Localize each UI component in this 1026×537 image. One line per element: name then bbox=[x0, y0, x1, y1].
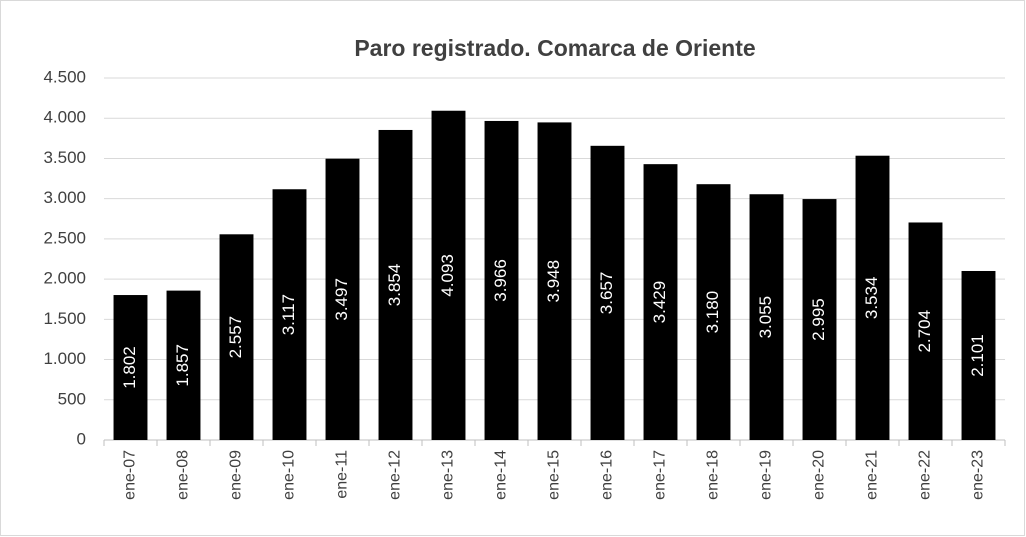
value-label: 3.657 bbox=[597, 272, 616, 315]
bar bbox=[590, 145, 625, 440]
value-label: 3.966 bbox=[491, 259, 510, 302]
value-label: 3.534 bbox=[862, 277, 881, 320]
x-tick-label: ene-12 bbox=[387, 450, 404, 500]
bar bbox=[696, 184, 731, 440]
y-tick-label: 500 bbox=[58, 389, 86, 408]
value-label: 3.180 bbox=[703, 291, 722, 334]
value-label: 3.497 bbox=[332, 278, 351, 321]
bar bbox=[219, 234, 254, 440]
x-tick-label: ene-21 bbox=[864, 450, 881, 500]
bar bbox=[961, 270, 996, 440]
x-tick-label: ene-15 bbox=[546, 450, 563, 500]
x-tick-label: ene-13 bbox=[440, 450, 457, 500]
value-label: 2.101 bbox=[968, 334, 987, 377]
bar bbox=[378, 129, 413, 441]
bar bbox=[272, 189, 307, 440]
value-label: 2.995 bbox=[809, 298, 828, 341]
y-tick-label: 4.000 bbox=[43, 108, 86, 127]
x-tick-label: ene-08 bbox=[175, 450, 192, 500]
value-label: 1.802 bbox=[120, 346, 139, 389]
bar bbox=[431, 110, 466, 440]
x-tick-label: ene-10 bbox=[281, 450, 298, 500]
bar bbox=[855, 155, 890, 440]
chart-title: Paro registrado. Comarca de Oriente bbox=[354, 35, 755, 61]
y-tick-label: 1.500 bbox=[43, 309, 86, 328]
x-tick-label: ene-14 bbox=[493, 450, 510, 500]
value-label: 3.948 bbox=[544, 260, 563, 303]
y-tick-label: 2.500 bbox=[43, 228, 86, 247]
x-tick-label: ene-11 bbox=[334, 450, 351, 499]
bar bbox=[749, 194, 784, 440]
bar bbox=[537, 122, 572, 440]
value-label: 2.557 bbox=[226, 316, 245, 359]
y-tick-label: 2.000 bbox=[43, 269, 86, 288]
y-tick-label: 3.000 bbox=[43, 188, 86, 207]
bar bbox=[166, 290, 201, 440]
bar bbox=[643, 164, 678, 440]
value-label: 3.055 bbox=[756, 296, 775, 339]
x-tick-label: ene-20 bbox=[811, 450, 828, 500]
x-tick-label: ene-18 bbox=[705, 450, 722, 500]
value-label: 3.117 bbox=[279, 294, 298, 335]
value-label: 1.857 bbox=[173, 344, 192, 387]
x-tick-label: ene-23 bbox=[970, 450, 987, 500]
bar bbox=[908, 222, 943, 440]
bar bbox=[113, 295, 148, 440]
bar bbox=[802, 199, 837, 440]
y-tick-label: 4.500 bbox=[43, 67, 86, 86]
y-tick-label: 0 bbox=[77, 429, 86, 448]
x-tick-label: ene-19 bbox=[758, 450, 775, 500]
bar bbox=[325, 158, 360, 440]
value-label: 3.429 bbox=[650, 281, 669, 324]
x-tick-label: ene-16 bbox=[599, 450, 616, 500]
value-label: 2.704 bbox=[915, 310, 934, 353]
x-tick-label: ene-07 bbox=[122, 450, 139, 500]
x-tick-label: ene-17 bbox=[652, 450, 669, 500]
x-tick-label: ene-09 bbox=[228, 450, 245, 500]
x-tick-label: ene-22 bbox=[917, 450, 934, 500]
bar bbox=[484, 120, 519, 440]
value-label: 4.093 bbox=[438, 254, 457, 297]
value-label: 3.854 bbox=[385, 264, 404, 307]
y-tick-label: 3.500 bbox=[43, 148, 86, 167]
y-tick-label: 1.000 bbox=[43, 349, 86, 368]
